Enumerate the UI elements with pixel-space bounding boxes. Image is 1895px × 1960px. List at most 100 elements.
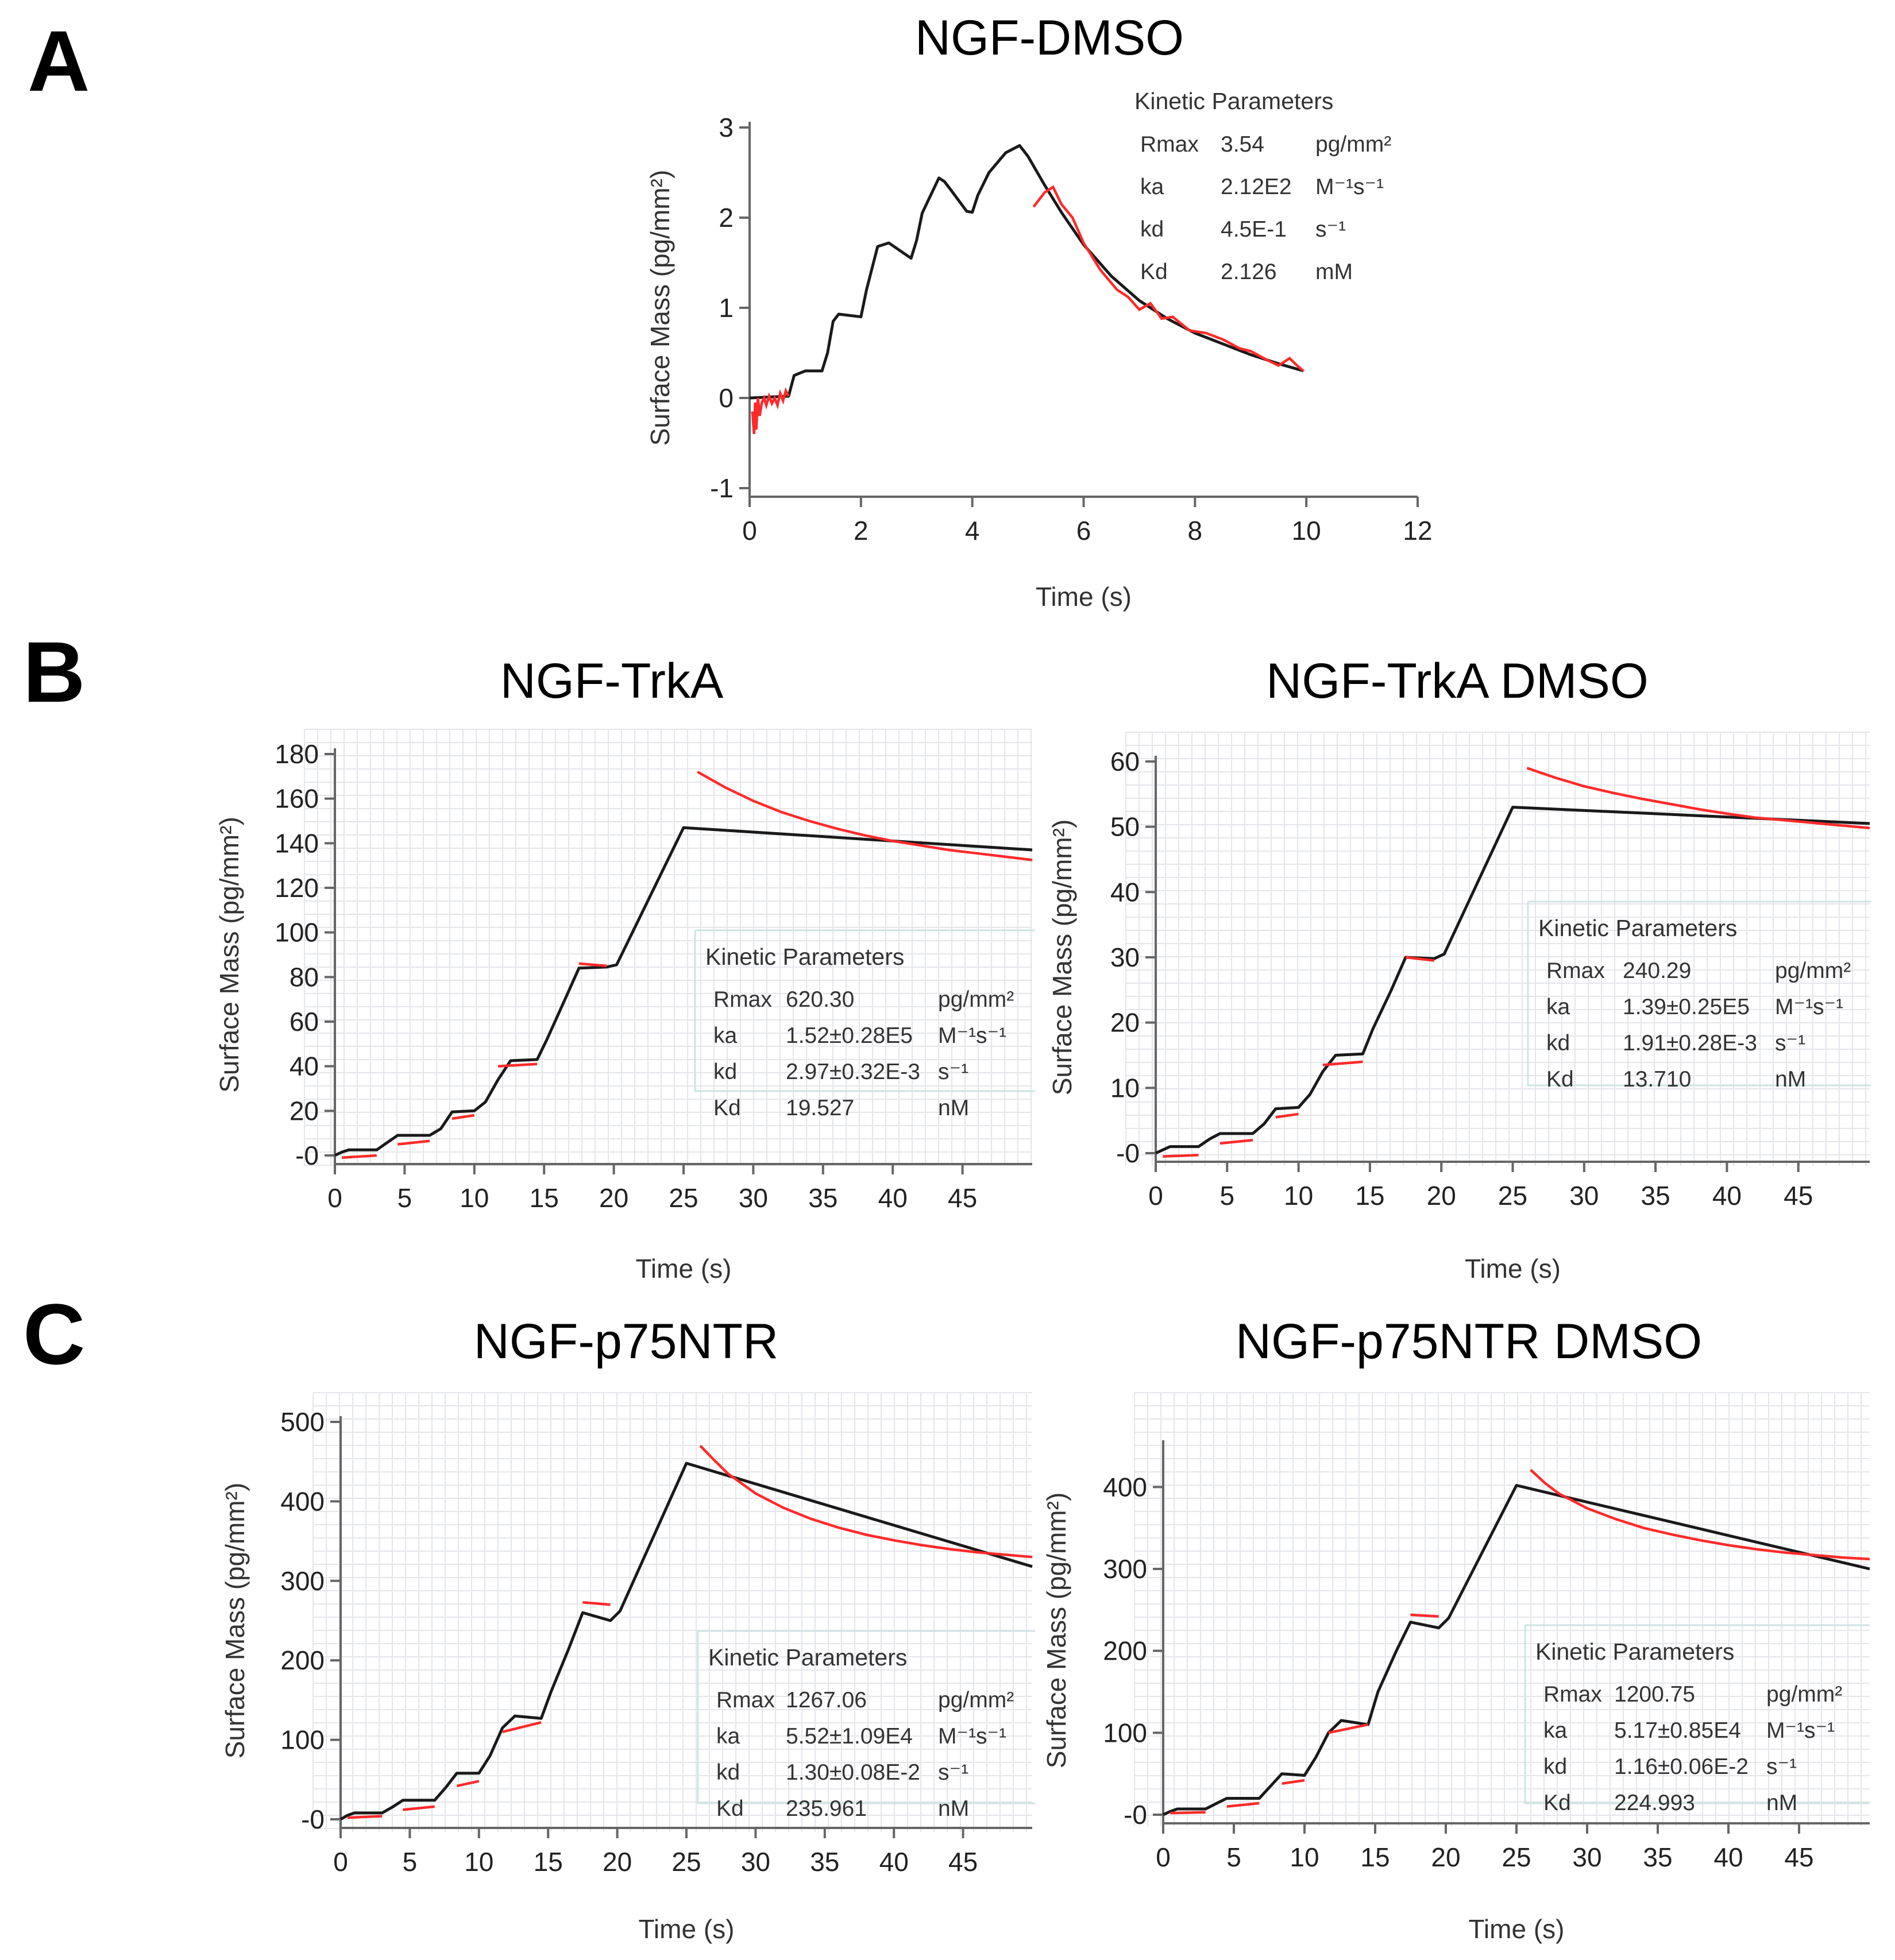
kp-param-value: 224.993 [1614, 1791, 1695, 1815]
series-measured-step-4 [1328, 1723, 1369, 1734]
y-tick-label: -0 [1116, 1138, 1140, 1168]
y-tick-label: 100 [280, 1725, 325, 1755]
y-tick-label: 300 [280, 1566, 325, 1596]
y-tick-label: 120 [275, 873, 319, 903]
kp-param-name: kd [716, 1760, 740, 1785]
y-tick-label: 300 [1103, 1554, 1147, 1584]
x-tick-label: 0 [327, 1183, 342, 1213]
kp-param-name: Kd [1543, 1791, 1571, 1815]
x-tick-label: 35 [808, 1183, 837, 1213]
kp-param-value: 2.126 [1221, 260, 1277, 284]
x-tick-label: 20 [603, 1847, 632, 1877]
kp-param-value: 1267.06 [786, 1688, 867, 1712]
chart-title: NGF-TrkA DMSO [1266, 654, 1649, 709]
y-tick-label: 1 [719, 293, 734, 323]
y-axis-label: Surface Mass (pg/mm²) [214, 817, 244, 1093]
x-tick-label: 40 [878, 1183, 908, 1213]
y-tick-label: -0 [295, 1141, 319, 1170]
kinetic-parameters-frame [694, 929, 1035, 1092]
x-tick-label: 25 [671, 1847, 701, 1877]
x-axis-label: Time (s) [636, 1254, 732, 1284]
series-measured-step-3 [451, 1114, 475, 1120]
y-tick-label: 200 [280, 1645, 325, 1675]
x-tick-label: 0 [1148, 1181, 1163, 1211]
series-measured-step-4 [1322, 1060, 1363, 1066]
kinetic-parameters-box: Kinetic Parameters Rmax 1200.75 pg/mm² ka 5.1… [1524, 1624, 1870, 1815]
panel-letter-a: A [28, 13, 90, 109]
chart-title: NGF-p75NTR [474, 1314, 778, 1369]
series-fit [339, 1462, 1033, 1821]
kp-param-unit: nM [1766, 1791, 1797, 1815]
y-tick-label: 50 [1110, 812, 1140, 842]
series-measured-step-4 [502, 1721, 542, 1733]
x-axis-label: Time (s) [1469, 1914, 1565, 1944]
y-tick-label: -0 [301, 1804, 325, 1834]
kinetic-parameters-box: Kinetic Parameters Rmax 3.54 pg/mm² ka 2.12E2… [1134, 88, 1391, 284]
x-tick-label: 10 [1290, 1842, 1319, 1872]
chart-grid [304, 729, 1032, 1166]
series-measured-step-3 [456, 1780, 480, 1788]
kp-param-unit: M⁻¹s⁻¹ [1315, 175, 1384, 199]
x-tick-label: 35 [1641, 1181, 1670, 1211]
x-tick-label: 30 [1569, 1181, 1599, 1211]
x-tick-label: 25 [669, 1183, 698, 1213]
kinetic-parameters-title: Kinetic Parameters [705, 944, 904, 970]
y-tick-label: 30 [1110, 942, 1140, 972]
x-tick-label: 30 [741, 1847, 770, 1877]
x-tick-label: 10 [460, 1183, 489, 1213]
x-tick-label: 30 [739, 1183, 768, 1213]
y-tick-label: 200 [1103, 1636, 1147, 1666]
x-tick-label: 45 [948, 1847, 978, 1877]
kp-param-name: Kd [1546, 1067, 1574, 1092]
x-tick-label: 40 [879, 1847, 909, 1877]
y-tick-label: 100 [1103, 1718, 1147, 1748]
x-tick-label: 40 [1712, 1181, 1742, 1211]
series-fit [1155, 806, 1870, 1155]
kinetic-parameters-title: Kinetic Parameters [1538, 915, 1737, 941]
series-measured-dissociation [1032, 185, 1304, 372]
chart-c2: NGF-p75NTR DMSO -0 100 200 300 400 0 5 10 15 20 25 3… [1041, 1314, 1870, 1944]
kp-param-value: 19.527 [786, 1096, 854, 1120]
y-tick-label: 500 [280, 1407, 325, 1437]
kp-param-unit: pg/mm² [1766, 1682, 1842, 1707]
series-measured-dissociation [697, 771, 1033, 861]
kp-param-unit: s⁻¹ [1775, 1031, 1805, 1056]
x-tick-label: 8 [1188, 516, 1203, 546]
kp-param-value: 1.52±0.28E5 [786, 1023, 913, 1048]
kinetic-parameters-title: Kinetic Parameters [1134, 88, 1333, 114]
kp-param-unit: pg/mm² [1775, 958, 1851, 983]
x-tick-label: 15 [530, 1183, 559, 1213]
series-measured-step-5 [582, 1601, 611, 1606]
y-tick-label: 100 [275, 918, 319, 948]
kp-param-value: 1.39±0.25E5 [1623, 995, 1750, 1019]
series-measured-step-4 [497, 1062, 538, 1068]
kp-param-value: 240.29 [1623, 958, 1691, 983]
kp-param-value: 235.961 [786, 1796, 867, 1821]
chart-b1: NGF-TrkA -0 20 40 60 80 100 120 140 160 180 0 5 10 15 2… [214, 654, 1035, 1284]
kp-param-name: kd [1543, 1754, 1567, 1779]
kinetic-parameters-title: Kinetic Parameters [1535, 1638, 1734, 1665]
kp-param-unit: pg/mm² [1315, 132, 1391, 157]
series-measured-step-1 [1163, 1154, 1199, 1158]
x-tick-label: 5 [397, 1183, 412, 1213]
kp-param-name: ka [1543, 1718, 1568, 1743]
chart-b2: NGF-TrkA DMSO -0 10 20 30 40 50 60 0 5 10 15 20 25 30 3… [1047, 654, 1871, 1284]
y-tick-label: 180 [275, 739, 319, 769]
x-tick-label: 25 [1498, 1181, 1527, 1211]
x-axis-label: Time (s) [1036, 582, 1132, 612]
kp-param-unit: nM [938, 1796, 969, 1821]
kp-param-name: Rmax [713, 987, 772, 1012]
y-tick-label: 0 [719, 383, 734, 413]
kp-param-unit: M⁻¹s⁻¹ [1775, 995, 1843, 1019]
chart-grid [1134, 1392, 1870, 1826]
x-tick-label: 45 [1784, 1842, 1813, 1872]
y-tick-label: -0 [1124, 1800, 1147, 1830]
series-measured-step-2 [1219, 1139, 1253, 1145]
series-fit [1162, 1484, 1870, 1816]
kp-param-unit: s⁻¹ [1315, 217, 1346, 242]
kp-param-value: 4.5E-1 [1221, 217, 1287, 242]
x-tick-label: 5 [403, 1847, 418, 1877]
